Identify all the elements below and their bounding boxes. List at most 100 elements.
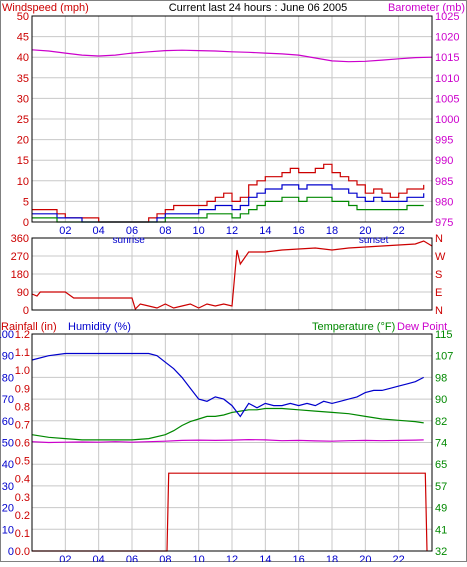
rainfall-tick-label: 1.1 xyxy=(15,347,30,359)
rainfall-tick-label: 0.4 xyxy=(15,474,30,486)
dewpoint-line xyxy=(31,438,424,444)
sunrise-label: sunrise xyxy=(113,235,146,246)
temperature-tick-label: 98 xyxy=(435,372,447,384)
temperature-tick-label: 41 xyxy=(435,524,447,536)
temperature-line xyxy=(31,407,424,441)
compass-tick-label: E xyxy=(435,287,442,299)
humidity-tick-label: 70 xyxy=(2,394,14,406)
barometer-tick-label: 1015 xyxy=(435,52,459,64)
windspeed-tick-label: 25 xyxy=(17,114,29,126)
humidity-tick-label: 100 xyxy=(0,329,14,341)
humidity-tick-label: 50 xyxy=(2,438,14,450)
compass-tick-label: N xyxy=(435,305,443,317)
humidity-tick-label: 90 xyxy=(2,351,14,363)
humidity-axis-title: Humidity (%) xyxy=(68,321,131,333)
compass-tick-label: S xyxy=(435,269,442,281)
rainfall-tick-label: 1.2 xyxy=(15,329,30,341)
rainfall-tick-label: 0.2 xyxy=(15,510,30,522)
direction-degree-tick-label: 0 xyxy=(23,305,29,317)
time-tick-label: 18 xyxy=(326,225,338,237)
humidity-tick-label: 10 xyxy=(2,524,14,536)
sunset-label: sunset xyxy=(359,235,389,246)
gridlines xyxy=(32,16,432,551)
temperature-tick-label: 65 xyxy=(435,459,447,471)
time-tick-label: 04 xyxy=(93,554,105,562)
barometer-tick-label: 1025 xyxy=(435,11,459,23)
windspeed-tick-label: 40 xyxy=(17,52,29,64)
time-tick-label: 12 xyxy=(226,225,238,237)
rain-humidity-temperature-panel xyxy=(31,333,433,552)
rainfall-tick-label: 0.3 xyxy=(15,492,30,504)
humidity-tick-label: 20 xyxy=(2,503,14,515)
wind-direction-line xyxy=(31,240,433,311)
time-tick-label: 16 xyxy=(293,554,305,562)
rainfall-tick-label: 0.8 xyxy=(15,401,30,413)
barometer-tick-label: 1005 xyxy=(435,93,459,105)
dewpoint-axis-title: Dew Point xyxy=(397,321,447,333)
barometer-tick-label: 990 xyxy=(435,155,453,167)
time-tick-label: 22 xyxy=(393,225,405,237)
time-tick-label: 20 xyxy=(359,554,371,562)
barometer-tick-label: 1010 xyxy=(435,73,459,85)
humidity-tick-label: 80 xyxy=(2,372,14,384)
barometer-tick-label: 995 xyxy=(435,135,453,147)
windspeed-tick-label: 30 xyxy=(17,93,29,105)
barometer-tick-label: 1000 xyxy=(435,114,459,126)
windspeed-axis-title: Windspeed (mph) xyxy=(2,2,89,14)
windspeed-tick-label: 15 xyxy=(17,155,29,167)
time-tick-label: 14 xyxy=(259,554,271,562)
temperature-tick-label: 82 xyxy=(435,416,447,428)
rainfall-tick-label: 1.0 xyxy=(15,365,30,377)
temperature-tick-label: 107 xyxy=(435,351,453,363)
time-tick-label: 16 xyxy=(293,225,305,237)
barometer-axis-title: Barometer (mb) xyxy=(388,2,465,14)
wind-direction-panel xyxy=(31,237,433,311)
temperature-tick-label: 32 xyxy=(435,546,447,558)
windspeed-tick-label: 45 xyxy=(17,32,29,44)
direction-degree-tick-label: 180 xyxy=(11,269,29,281)
time-tick-label: 20 xyxy=(359,225,371,237)
time-tick-label: 22 xyxy=(393,554,405,562)
direction-degree-tick-label: 360 xyxy=(11,233,29,245)
humidity-tick-label: 40 xyxy=(2,459,14,471)
time-tick-label: 14 xyxy=(259,225,271,237)
rainfall-tick-label: 0.6 xyxy=(15,438,30,450)
barometer-tick-label: 1020 xyxy=(435,32,459,44)
chart-title: Current last 24 hours : June 06 2005 xyxy=(169,2,348,14)
rainfall-tick-label: 0.1 xyxy=(15,528,30,540)
time-tick-label: 06 xyxy=(126,225,138,237)
tick-labels: 0510152025303540455097598098599099510001… xyxy=(0,11,459,567)
windspeed-tick-label: 20 xyxy=(17,135,29,147)
rainfall-tick-label: 0.5 xyxy=(15,456,30,468)
direction-degree-tick-label: 270 xyxy=(11,251,29,263)
temperature-tick-label: 57 xyxy=(435,481,447,493)
time-tick-label: 06 xyxy=(126,554,138,562)
windspeed-tick-label: 50 xyxy=(17,11,29,23)
rainfall-tick-label: 0.7 xyxy=(15,419,30,431)
wind-barometer-panel xyxy=(31,15,433,223)
temperature-tick-label: 115 xyxy=(435,329,453,341)
time-tick-label: 02 xyxy=(59,554,71,562)
windspeed-tick-label: 0 xyxy=(23,217,29,229)
windspeed-tick-label: 35 xyxy=(17,73,29,85)
time-tick-label: 02 xyxy=(59,225,71,237)
compass-tick-label: N xyxy=(435,233,443,245)
temperature-tick-label: 74 xyxy=(435,438,447,450)
time-tick-label: 10 xyxy=(193,225,205,237)
temperature-tick-label: 90 xyxy=(435,394,447,406)
barometer-line xyxy=(31,49,433,63)
humidity-line xyxy=(31,352,424,418)
humidity-tick-label: 0 xyxy=(8,546,14,558)
humidity-tick-label: 30 xyxy=(2,481,14,493)
barometer-tick-label: 975 xyxy=(435,217,453,229)
time-tick-label: 12 xyxy=(226,554,238,562)
time-tick-label: 04 xyxy=(93,225,105,237)
temperature-axis-title: Temperature (°F) xyxy=(312,321,395,333)
rainfall-tick-label: 0.0 xyxy=(15,546,30,558)
rainfall-line xyxy=(32,472,428,552)
time-tick-label: 08 xyxy=(159,554,171,562)
